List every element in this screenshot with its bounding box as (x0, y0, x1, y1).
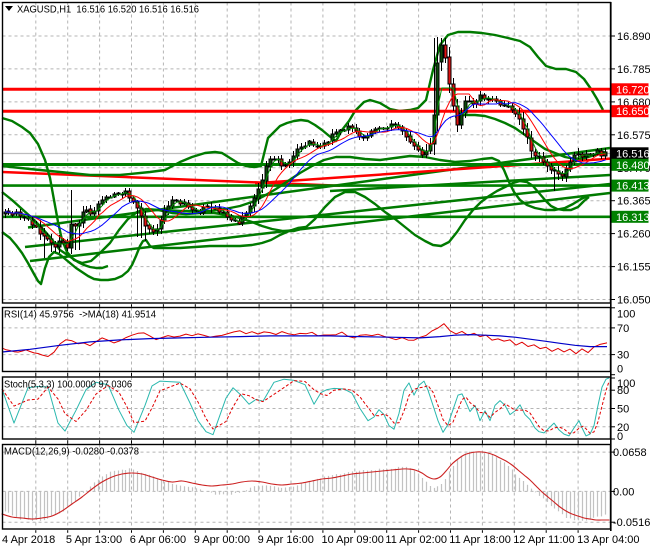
svg-text:0: 0 (617, 364, 623, 376)
svg-text:16.650: 16.650 (616, 106, 650, 118)
svg-text:16.480: 16.480 (616, 160, 650, 172)
svg-text:16.785: 16.785 (617, 64, 650, 76)
svg-text:50: 50 (617, 404, 629, 416)
svg-text:16.050: 16.050 (617, 295, 650, 307)
svg-text:16.516: 16.516 (616, 148, 650, 160)
svg-text:0.00: 0.00 (613, 486, 634, 498)
svg-text:16.313: 16.313 (616, 212, 650, 224)
svg-text:11 Apr 18:00: 11 Apr 18:00 (449, 534, 511, 546)
svg-text:4 Apr 2018: 4 Apr 2018 (2, 534, 55, 546)
svg-text:16.365: 16.365 (617, 196, 650, 208)
svg-text:16.155: 16.155 (617, 262, 650, 274)
svg-text:100: 100 (617, 378, 635, 390)
svg-text:100: 100 (617, 309, 635, 321)
svg-text:RSI(14) 45.9756 ->MA(18) 41.9: RSI(14) 45.9756 ->MA(18) 41.9514 (4, 310, 156, 321)
svg-text:13 Apr 04:00: 13 Apr 04:00 (577, 534, 639, 546)
svg-text:12 Apr 11:00: 12 Apr 11:00 (513, 534, 575, 546)
svg-text:MACD(12,26,9) -0.0280 -0.0378: MACD(12,26,9) -0.0280 -0.0378 (4, 447, 139, 458)
svg-text:-0.0516: -0.0516 (613, 517, 650, 529)
svg-text:0: 0 (617, 431, 623, 443)
svg-text:Stoch(5,3,3) 100.0000 97.0306: Stoch(5,3,3) 100.0000 97.0306 (4, 380, 132, 391)
svg-text:16.413: 16.413 (616, 181, 650, 193)
svg-text:9 Apr 00:00: 9 Apr 00:00 (194, 534, 250, 546)
svg-text:70: 70 (617, 323, 629, 335)
svg-text:11 Apr 02:00: 11 Apr 02:00 (385, 534, 447, 546)
svg-text:30: 30 (617, 350, 629, 362)
svg-text:6 Apr 06:00: 6 Apr 06:00 (130, 534, 186, 546)
svg-text:16.260: 16.260 (617, 229, 650, 241)
svg-text:16.575: 16.575 (617, 130, 650, 142)
svg-text:5 Apr 13:00: 5 Apr 13:00 (66, 534, 122, 546)
svg-text:XAGUSD,H1 16.516 16.520 16.51: XAGUSD,H1 16.516 16.520 16.516 16.516 (17, 5, 199, 16)
svg-text:80: 80 (617, 385, 629, 397)
svg-text:16.720: 16.720 (616, 84, 650, 96)
svg-text:0.0658: 0.0658 (613, 447, 647, 459)
svg-text:20: 20 (617, 422, 629, 434)
svg-text:10 Apr 09:00: 10 Apr 09:00 (322, 534, 384, 546)
svg-text:16.890: 16.890 (617, 31, 650, 43)
svg-text:9 Apr 16:00: 9 Apr 16:00 (258, 534, 314, 546)
